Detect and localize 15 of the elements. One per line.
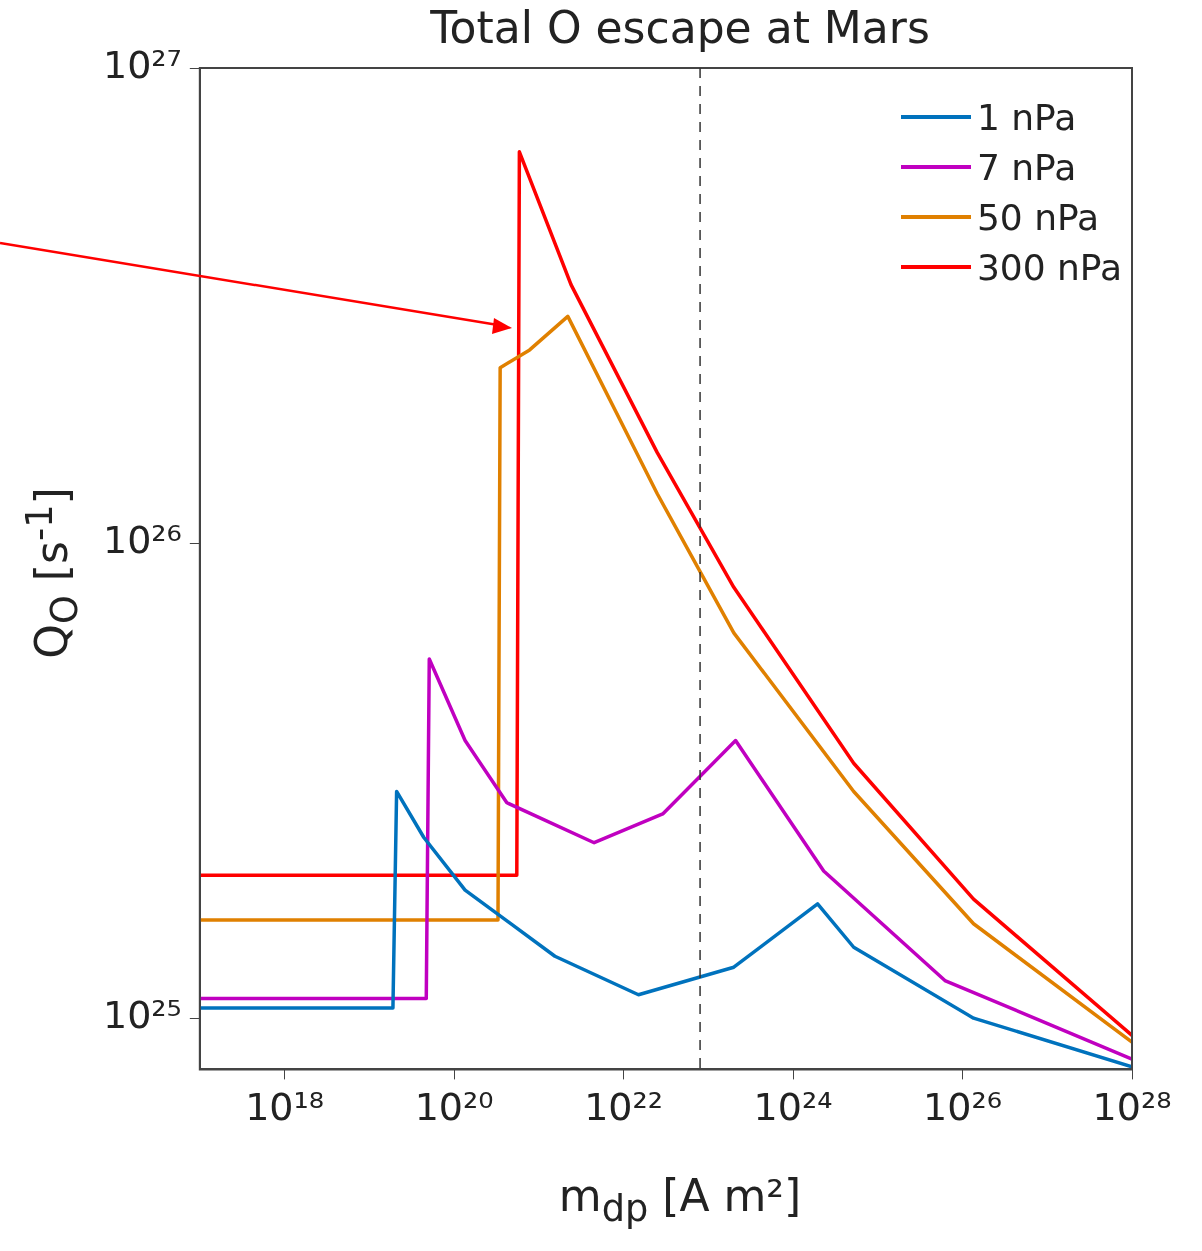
y-tick-label: 10²⁵	[102, 993, 182, 1038]
x-tick-label: 10²²	[584, 1085, 663, 1130]
legend-label: 300 nPa	[976, 246, 1122, 288]
x-tick-label: 10²⁰	[414, 1085, 494, 1130]
legend-label: 1 nPa	[976, 96, 1077, 138]
x-axis-title: m$_{dp}$ [A m²]	[557, 1170, 803, 1230]
legend-label: 50 nPa	[976, 196, 1100, 238]
x-tick-label: 10¹⁸	[245, 1085, 324, 1130]
legend-label: 7 nPa	[976, 146, 1077, 188]
y-tick-label: 10²⁷	[102, 42, 182, 87]
x-tick-label: 10²⁸	[1092, 1085, 1172, 1130]
x-tick-label: 10²⁴	[753, 1085, 833, 1130]
chart-title: Total O escape at Mars	[429, 2, 931, 53]
x-tick-label: 10²⁶	[923, 1085, 1002, 1130]
y-tick-label: 10²⁶	[102, 517, 182, 562]
